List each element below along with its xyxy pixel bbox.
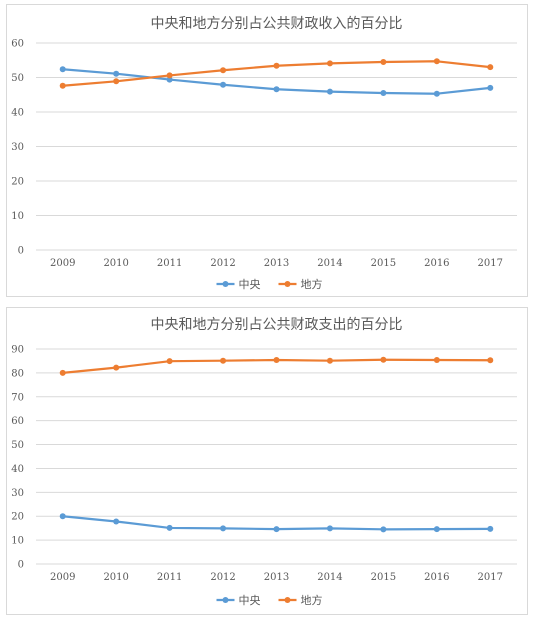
- legend-label: 中央: [239, 278, 261, 291]
- data-point-local: [166, 72, 173, 79]
- data-point-central: [220, 525, 227, 532]
- x-tick-label: 2009: [50, 258, 75, 269]
- data-point-local: [380, 58, 387, 65]
- data-point-central: [166, 76, 173, 83]
- x-tick-label: 2014: [317, 258, 342, 269]
- y-tick-label: 50: [11, 440, 24, 451]
- revenue-chart-panel: 中央和地方分别占公共财政收入的百分比 0 10 20 30 40 50 60 2009 2010 2…: [6, 4, 528, 297]
- legend-label: 地方: [301, 593, 323, 607]
- legend-marker-icon: [222, 281, 229, 287]
- data-point-local: [273, 62, 280, 69]
- x-tick-label: 2012: [210, 258, 235, 269]
- x-tick-label: 2013: [264, 258, 289, 269]
- legend-label: 地方: [301, 277, 323, 291]
- x-tick-label: 2012: [210, 572, 235, 583]
- data-point-central: [113, 518, 120, 525]
- x-tick-label: 2016: [424, 258, 449, 269]
- data-point-central: [433, 526, 440, 533]
- y-tick-label: 40: [11, 464, 24, 475]
- y-tick-label: 20: [11, 512, 24, 523]
- data-point-central: [273, 526, 280, 533]
- legend-marker-icon: [222, 597, 229, 603]
- data-point-local: [113, 78, 120, 85]
- y-tick-label: 40: [11, 108, 24, 119]
- y-tick-label: 20: [11, 177, 24, 188]
- y-tick-label: 50: [11, 73, 24, 84]
- expenditure-line-chart: 中央和地方分别占公共财政支出的百分比 0 10 20 30 40 50 60 70 80 90 200…: [11, 317, 517, 607]
- data-point-local: [113, 364, 120, 371]
- x-tick-label: 2017: [478, 572, 503, 583]
- expenditure-chart-panel: 中央和地方分别占公共财政支出的百分比 0 10 20 30 40 50 60 70 80 90 200…: [6, 307, 528, 615]
- data-point-central: [380, 90, 387, 97]
- chart-title: 中央和地方分别占公共财政收入的百分比: [151, 16, 403, 32]
- data-point-local: [220, 357, 227, 364]
- data-point-local: [166, 358, 173, 365]
- y-tick-label: 60: [11, 39, 24, 50]
- x-tick-label: 2017: [478, 258, 503, 269]
- legend-item-central: 中央: [216, 278, 261, 291]
- data-point-local: [380, 356, 387, 363]
- data-point-local: [326, 357, 333, 364]
- legend-item-local: 地方: [278, 593, 323, 607]
- data-point-central: [273, 86, 280, 93]
- x-tick-label: 2014: [317, 572, 342, 583]
- x-tick-label: 2011: [157, 572, 182, 583]
- legend-marker-icon: [284, 281, 291, 287]
- data-point-local: [220, 67, 227, 74]
- y-tick-label: 0: [18, 560, 24, 571]
- x-tick-label: 2010: [103, 572, 128, 583]
- x-tick-label: 2015: [371, 258, 396, 269]
- y-tick-label: 10: [11, 211, 24, 222]
- legend-item-central: 中央: [216, 594, 261, 607]
- data-point-central: [113, 70, 120, 77]
- data-point-central: [487, 84, 494, 91]
- data-point-local: [273, 356, 280, 363]
- data-point-central: [59, 66, 66, 73]
- y-tick-label: 80: [11, 368, 24, 379]
- data-point-central: [59, 513, 66, 520]
- y-tick-label: 90: [11, 345, 24, 356]
- y-tick-label: 60: [11, 416, 24, 427]
- data-point-local: [487, 64, 494, 71]
- data-point-central: [220, 81, 227, 88]
- y-tick-label: 70: [11, 392, 24, 403]
- x-tick-label: 2009: [50, 572, 75, 583]
- chart-title: 中央和地方分别占公共财政支出的百分比: [151, 317, 403, 333]
- data-point-local: [59, 82, 66, 89]
- data-point-central: [326, 525, 333, 532]
- y-tick-label: 10: [11, 536, 24, 547]
- data-point-local: [59, 369, 66, 376]
- x-tick-label: 2015: [371, 572, 396, 583]
- data-point-central: [380, 526, 387, 533]
- data-point-central: [487, 525, 494, 532]
- y-tick-label: 30: [11, 142, 24, 153]
- legend-label: 中央: [239, 594, 261, 607]
- revenue-line-chart: 中央和地方分别占公共财政收入的百分比 0 10 20 30 40 50 60 2009 2010 2…: [11, 16, 517, 291]
- y-tick-label: 0: [18, 246, 24, 257]
- data-point-local: [487, 357, 494, 364]
- x-tick-label: 2016: [424, 572, 449, 583]
- data-point-local: [326, 60, 333, 67]
- data-point-central: [326, 88, 333, 95]
- data-point-local: [433, 58, 440, 65]
- x-tick-label: 2011: [157, 258, 182, 269]
- data-point-central: [433, 90, 440, 97]
- data-point-local: [433, 356, 440, 363]
- legend-marker-icon: [284, 597, 291, 603]
- legend-item-local: 地方: [278, 277, 323, 291]
- data-point-central: [166, 524, 173, 531]
- y-tick-label: 30: [11, 488, 24, 499]
- x-tick-label: 2013: [264, 572, 289, 583]
- x-tick-label: 2010: [103, 258, 128, 269]
